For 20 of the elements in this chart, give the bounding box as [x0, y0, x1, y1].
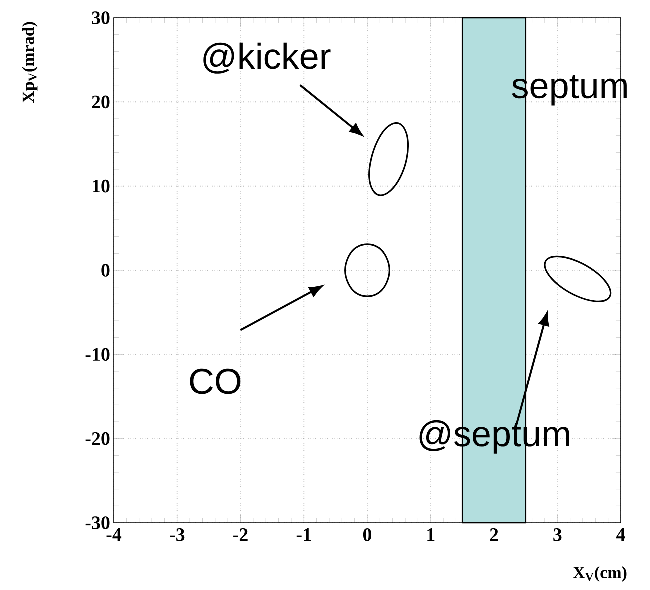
x-tick-label: -1 — [296, 528, 312, 542]
x-tick-label: 0 — [363, 528, 372, 542]
x-axis-title: X$_{V}$(cm) — [573, 566, 627, 582]
y-tick-label: 10 — [92, 180, 110, 193]
y-tick-label: 20 — [92, 96, 110, 109]
x-tick-label: -3 — [170, 528, 185, 542]
x-tick-label: -4 — [106, 528, 122, 542]
y-tick-label: -30 — [86, 516, 110, 530]
y-tick-label: -20 — [86, 432, 110, 446]
y-tick-label: 30 — [92, 12, 110, 24]
x-tick-label: 3 — [554, 528, 562, 542]
y-tick-label: 0 — [102, 264, 110, 277]
x-tick-label: 4 — [616, 528, 626, 542]
x-tick-label: 1 — [428, 528, 435, 542]
x-tick-label: -2 — [234, 528, 248, 542]
y-tick-label: -10 — [86, 348, 110, 362]
y-axis-title: Xp$_{V}$(mrad) — [22, 22, 38, 104]
annotation: CO — [190, 368, 241, 394]
annotation: @kicker — [204, 42, 331, 74]
x-tick-label: 2 — [490, 528, 498, 542]
